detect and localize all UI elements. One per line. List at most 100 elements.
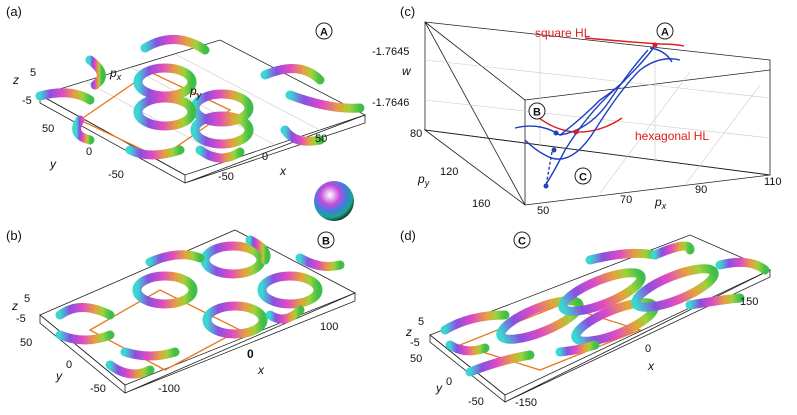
- panel-d-label: (d): [400, 228, 416, 243]
- torus-half: [140, 35, 210, 55]
- torus-half: [85, 55, 106, 90]
- panel-c-px-label: px: [654, 195, 667, 211]
- color-sphere: [314, 181, 354, 221]
- panel-c-grid: [424, 99, 771, 139]
- panel-d-x-label: x: [647, 359, 655, 373]
- panel-c-back-wall: [424, 21, 771, 176]
- panel-a-x-tick: 0: [262, 151, 268, 163]
- panel-c-px-tick: 90: [695, 184, 707, 196]
- panel-b-z-label: z: [11, 299, 18, 313]
- panel-b-x-tick: -100: [158, 383, 180, 395]
- panel-a-label: (a): [6, 4, 22, 19]
- panel-c-w-tick: -1.7645: [372, 46, 409, 58]
- panel-c-px-tick: 70: [620, 194, 632, 206]
- panel-b-label: (b): [6, 228, 22, 243]
- torus-ring: [132, 271, 198, 309]
- panel-d-y-tick: 50: [410, 353, 422, 365]
- panel-a-px-label: px: [109, 66, 122, 82]
- blue-curve: [559, 49, 649, 136]
- panel-a-py-label: py: [189, 84, 202, 100]
- marker-point: [652, 42, 658, 48]
- panel-d-x-tick: 150: [740, 296, 758, 308]
- panel-c-grid: [424, 59, 771, 99]
- panel-b-y-tick: 50: [20, 337, 32, 349]
- panel-d-y-label: y: [435, 381, 443, 395]
- panel-c-px-tick: 110: [764, 176, 782, 188]
- torus-ring: [133, 63, 197, 101]
- panel-c-top-edge: [524, 69, 771, 101]
- torus-half: [280, 125, 325, 146]
- panel-d-badge: [513, 231, 531, 249]
- panel-d-tori: [440, 241, 770, 377]
- torus-half: [440, 310, 510, 335]
- panel-b-z-tick: -5: [16, 313, 26, 325]
- panel-b-box-front-left: [39, 314, 126, 394]
- torus-half: [650, 241, 695, 260]
- torus-half: [245, 235, 271, 265]
- panel-b-y-label: y: [55, 369, 63, 383]
- panel-b-box-front-right: [124, 292, 356, 394]
- panel-c-py-label: py: [417, 172, 430, 188]
- torus-ring: [190, 111, 254, 149]
- torus-half: [295, 253, 345, 271]
- panel-a-grid: [174, 53, 321, 131]
- torus-half: [465, 350, 535, 377]
- panel-a-badge: [315, 22, 333, 40]
- blue-curve: [514, 79, 626, 136]
- panel-d-y-tick: -50: [468, 396, 484, 408]
- torus-half: [685, 293, 745, 310]
- panel-a-unit-cell: [78, 71, 232, 159]
- torus-half: [445, 340, 490, 356]
- torus-half: [72, 115, 95, 145]
- torus-half: [195, 145, 245, 163]
- panel-a-y-tick: 50: [42, 123, 54, 135]
- panel-a-box-front-right: [184, 114, 366, 184]
- torus-ring: [200, 241, 266, 279]
- torus-half: [120, 347, 180, 361]
- panel-c: (c) square HL hexagonal HL A B: [372, 4, 782, 217]
- torus-ring: [558, 268, 646, 316]
- torus-ring: [202, 301, 268, 339]
- marker-point: [551, 147, 557, 153]
- blue-curve: [524, 58, 681, 160]
- marker-point: [573, 129, 579, 135]
- panel-b-x-label: x: [257, 363, 265, 377]
- hexagonal-hl-label: hexagonal HL: [635, 129, 709, 143]
- blue-dashed-line: [545, 151, 553, 187]
- panel-d: (d) C z 5 -5 y 50 0 -50 x 150 0 -: [400, 228, 771, 409]
- panel-a-z-tick: -5: [22, 95, 32, 107]
- torus-ring: [496, 296, 584, 344]
- panel-c-w-tick: -1.7646: [372, 97, 409, 109]
- panel-c-px-tick: 50: [537, 205, 549, 217]
- panel-c-label: (c): [400, 4, 415, 19]
- torus-half: [55, 330, 115, 345]
- panel-c-w-label: w: [402, 64, 412, 78]
- torus-half: [555, 340, 600, 357]
- square-hl-label: square HL: [535, 26, 591, 40]
- panel-b-badge: [317, 231, 335, 249]
- marker-point: [543, 183, 549, 189]
- panel-b-z-tick: 5: [24, 293, 30, 305]
- panel-b-y-tick: 0: [66, 359, 72, 371]
- torus-ring: [631, 264, 719, 312]
- panel-a-y-tick: 0: [86, 146, 92, 158]
- torus-half: [585, 248, 660, 265]
- panel-c-badge-b: [528, 102, 546, 120]
- torus-half: [715, 257, 770, 275]
- torus-ring: [133, 93, 197, 131]
- torus-half: [260, 64, 325, 85]
- panel-d-badge-text: C: [518, 236, 526, 248]
- panel-b-badge-text: B: [322, 236, 330, 248]
- panel-a-z-label: z: [12, 73, 19, 87]
- panel-a-z-tick: 5: [30, 67, 36, 79]
- panel-d-z-tick: 5: [418, 316, 424, 328]
- torus-half: [105, 360, 155, 379]
- panel-c-grid: [599, 71, 691, 194]
- panel-b: (b) B z 5 -5 y 50 0 -50 x 100 0 -: [6, 228, 356, 395]
- panel-c-badge-c-text: C: [579, 172, 587, 184]
- torus-half: [265, 305, 305, 324]
- panel-b-y-tick: -50: [90, 383, 106, 395]
- panel-b-tori: [55, 235, 345, 379]
- panel-c-py-tick: 160: [472, 198, 490, 210]
- panel-c-floor-edges: [423, 129, 771, 206]
